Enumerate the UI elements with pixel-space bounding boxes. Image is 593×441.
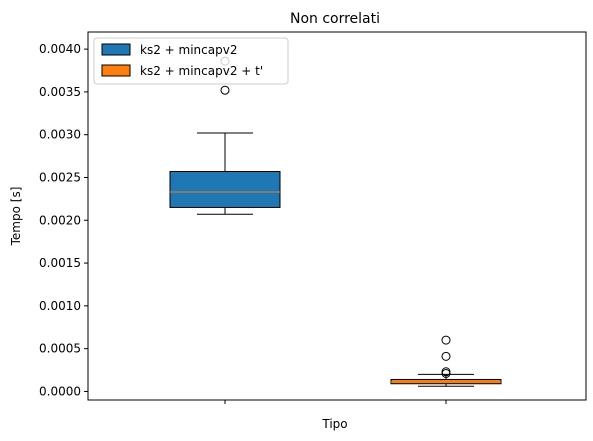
y-tick-label: 0.0010 (39, 299, 81, 313)
legend-label-series-1: ks2 + mincapv2 (140, 43, 237, 57)
plot-area: 0.0000 0.0005 0.0010 0.0015 0.0020 0.0025 0.00… (39, 42, 502, 404)
plot-frame (87, 31, 587, 401)
series-1-outlier (220, 85, 230, 95)
series-1-box (169, 170, 281, 208)
y-tick-label: 0.0035 (39, 85, 81, 99)
legend-swatch-series-2 (101, 64, 131, 77)
legend-swatch-series-1 (101, 43, 131, 56)
y-tick-label: 0.0015 (39, 256, 81, 270)
series-2-outlier (441, 351, 451, 361)
chart-title: Non correlati (290, 11, 380, 27)
y-tick-label: 0.0000 (39, 384, 81, 398)
y-axis-label: Tempo [s] (9, 187, 23, 247)
legend-frame (93, 37, 289, 85)
y-tick-label: 0.0020 (39, 213, 81, 227)
series-2-outlier (441, 335, 451, 345)
series-2-outlier (441, 367, 451, 377)
y-tick-label: 0.0005 (39, 342, 81, 356)
y-tick-label: 0.0030 (39, 128, 81, 142)
y-tick-label: 0.0025 (39, 170, 81, 184)
legend-label-series-2: ks2 + mincapv2 + t' (140, 64, 263, 78)
legend: ks2 + mincapv2 ks2 + mincapv2 + t' (93, 37, 289, 85)
y-tick-label: 0.0040 (39, 42, 81, 56)
x-axis-label: Tipo (321, 417, 347, 431)
